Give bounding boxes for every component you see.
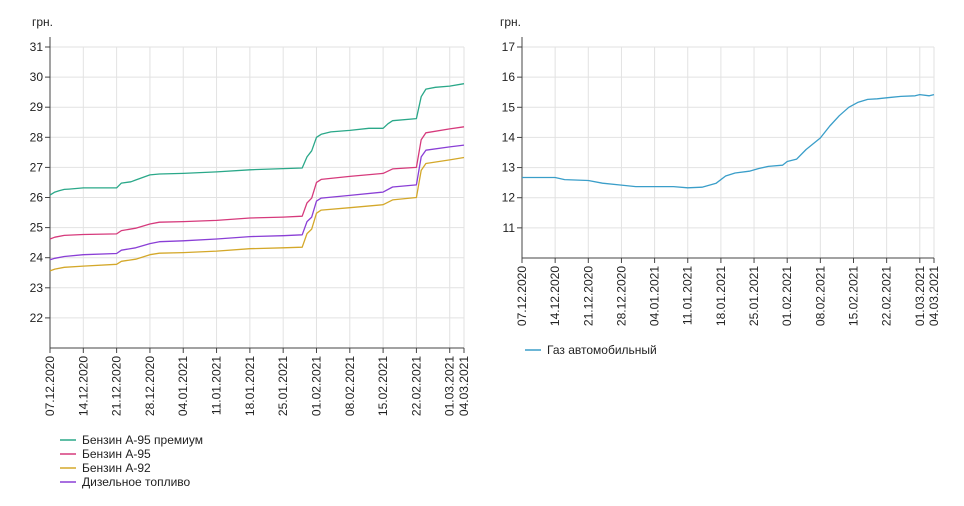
y-tick-label: 29 [30, 100, 44, 114]
y-tick-label: 22 [30, 311, 44, 325]
y-tick-label: 12 [502, 191, 516, 205]
y-tick-label: 25 [30, 221, 44, 235]
y-tick-label: 23 [30, 281, 44, 295]
x-tick-label: 25.01.2021 [747, 266, 761, 326]
y-tick-label: 11 [503, 221, 516, 235]
x-tick-label: 01.03.2021 [443, 356, 457, 416]
legend-label: Бензин А-95 [82, 447, 151, 461]
y-tick-label: 30 [30, 70, 44, 84]
x-tick-label: 18.01.2021 [714, 266, 728, 326]
series-line-3 [49, 144, 465, 261]
x-tick-label: 22.02.2021 [409, 356, 423, 416]
y-tick-label: 16 [502, 70, 516, 84]
series-line-0 [49, 83, 465, 196]
x-tick-label: 01.02.2021 [780, 266, 794, 326]
y-axis-unit-label: грн. [32, 15, 53, 29]
x-tick-label: 28.12.2020 [143, 356, 157, 416]
series-line-0 [522, 93, 935, 189]
y-tick-label: 26 [30, 191, 44, 205]
x-tick-label: 11.01.2021 [210, 356, 224, 415]
y-tick-label: 15 [502, 100, 516, 114]
x-tick-label: 14.12.2020 [548, 266, 562, 326]
y-axis-unit-label: грн. [500, 15, 521, 29]
x-tick-label: 08.02.2021 [813, 266, 827, 326]
y-tick-label: 28 [30, 130, 44, 144]
x-tick-label: 25.01.2021 [276, 356, 290, 416]
chart-autogas: 11 12 13 14 15 16 17 07.12.2020 14.12.2020 21.12.… [500, 15, 941, 357]
x-tick-label: 28.12.2020 [614, 266, 628, 326]
legend-label: Дизельное топливо [82, 475, 191, 489]
x-tick-label: 21.12.2020 [110, 356, 124, 416]
legend-label: Газ автомобильный [547, 343, 657, 357]
x-tick-label: 14.12.2020 [76, 356, 90, 416]
series-line-1 [49, 126, 465, 240]
legend-label: Бензин А-92 [82, 461, 151, 475]
series-line-2 [49, 156, 465, 272]
x-tick-label: 01.02.2021 [309, 356, 323, 416]
x-tick-label: 04.01.2021 [648, 266, 662, 326]
x-tick-label: 22.02.2021 [880, 266, 894, 326]
y-tick-label: 14 [502, 130, 516, 144]
x-tick-label: 11.01.2021 [681, 266, 695, 325]
x-tick-label: 04.03.2021 [457, 356, 471, 416]
y-tick-label: 13 [502, 161, 516, 175]
x-tick-label: 01.03.2021 [913, 266, 927, 326]
y-tick-label: 27 [30, 160, 44, 174]
x-tick-label: 21.12.2020 [581, 266, 595, 326]
x-tick-label: 04.03.2021 [927, 266, 941, 326]
x-tick-label: 15.02.2021 [846, 266, 860, 326]
x-tick-label: 08.02.2021 [343, 356, 357, 416]
x-tick-label: 15.02.2021 [376, 356, 390, 416]
x-tick-label: 07.12.2020 [515, 266, 529, 326]
legend-label: Бензин А-95 премиум [82, 433, 203, 447]
y-tick-label: 31 [30, 40, 44, 54]
y-tick-label: 17 [502, 40, 516, 54]
chart-petrol-diesel: 22 23 24 25 26 27 28 29 30 31 07.12.2020 14.12.2020… [30, 15, 471, 489]
x-tick-label: 04.01.2021 [176, 356, 190, 416]
y-tick-label: 24 [30, 251, 44, 265]
x-tick-label: 18.01.2021 [243, 356, 257, 416]
x-tick-label: 07.12.2020 [43, 356, 57, 416]
